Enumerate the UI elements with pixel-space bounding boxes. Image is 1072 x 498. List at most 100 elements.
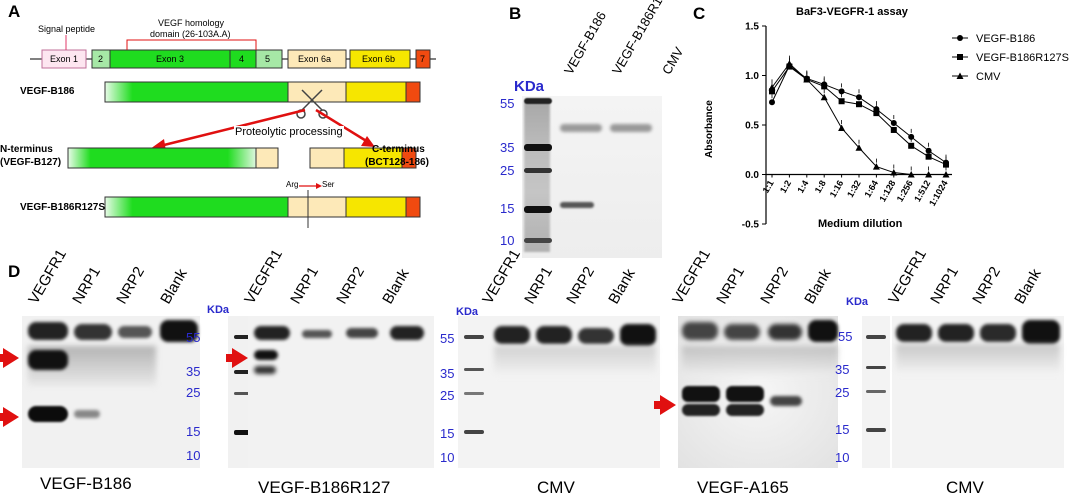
exon1-label: Exon 1 — [50, 54, 79, 64]
r127s-exon7-segment — [405, 196, 421, 218]
panel-d-letter: D — [8, 262, 21, 281]
data-point-2-2 — [803, 75, 811, 83]
lane-label-3-blank: Blank — [605, 265, 639, 307]
exon4-label: 4 — [239, 54, 245, 64]
d1-marker-35: 35 — [186, 364, 201, 379]
caption-d4: VEGF-A165 — [697, 478, 789, 497]
exon5-box — [255, 49, 283, 69]
data-point-1-8 — [908, 142, 915, 149]
b186-exon7-segment — [405, 81, 421, 103]
blot-d3 — [488, 316, 660, 468]
chart-title: BaF3-VEGFR-1 assay — [796, 6, 908, 18]
arg-label: Arg — [286, 180, 299, 189]
panel-d-kda-1: KDa — [207, 304, 230, 316]
data-point-2-5 — [855, 144, 863, 151]
lane-label-2-blank: Blank — [379, 265, 413, 307]
lane-label-5-nrp1: NRP1 — [927, 263, 963, 307]
x-tick-label: 1:256 — [895, 179, 915, 204]
lane-label-1-nrp1: NRP1 — [69, 263, 105, 307]
panel-b-marker-15: 15 — [500, 201, 515, 216]
x-tick-label: 1:64 — [862, 179, 880, 200]
d5-marker-25: 25 — [835, 385, 850, 400]
exon1-box — [41, 49, 87, 69]
exon6b-box — [349, 49, 411, 69]
lane-label-3-vegfr1: VEGFR1 — [479, 246, 525, 307]
legend-marker-1 — [957, 54, 963, 60]
arrow-d4 — [654, 395, 676, 415]
data-point-2-9 — [925, 171, 933, 178]
exon7-label: 7 — [420, 54, 426, 64]
panel-a-letter: A — [8, 2, 21, 21]
x-tick-label: 1:4 — [795, 179, 810, 195]
lane-label-5-nrp2: NRP2 — [969, 263, 1005, 307]
exon6a-label: Exon 6a — [298, 54, 332, 64]
d1-marker-25: 25 — [186, 385, 201, 400]
lane-label-3-nrp2: NRP2 — [563, 263, 599, 307]
lane-label-5-blank: Blank — [1011, 265, 1045, 307]
data-point-1-4 — [838, 98, 845, 105]
x-tick-label: 1:8 — [813, 179, 828, 195]
b186-band-upper — [560, 124, 602, 132]
nterm-label-2: (VEGF-B127) — [0, 157, 62, 168]
arrow-d1-lower — [0, 407, 19, 427]
x-tick-label: 1:128 — [877, 179, 897, 204]
x-tick-label: 1:2 — [778, 179, 793, 195]
lane-label-5-vegfr1: VEGFR1 — [885, 246, 931, 307]
d5-marker-10: 10 — [835, 450, 850, 465]
d3-marker-55: 55 — [440, 331, 455, 346]
d3-marker-10: 10 — [440, 450, 455, 465]
cterm-label-2: (BCT128-186) — [365, 157, 429, 168]
lane-label-4-nrp2: NRP2 — [757, 263, 793, 307]
scissors-icon — [296, 89, 328, 119]
row1-label: VEGF-B186 — [20, 86, 75, 97]
exon3-label: Exon 3 — [156, 54, 185, 64]
lane-label-2-nrp1: NRP1 — [287, 263, 323, 307]
series-line-2 — [771, 62, 946, 175]
panel-d-kda-5: KDa — [846, 296, 869, 308]
lane-label-1-vegfr1: VEGFR1 — [25, 246, 71, 307]
exon2-label: 2 — [98, 54, 104, 64]
panel-c-chart: 1.5 1.0 0.5 0.0 -0.5 1:1 1:2 1:4 1:8 1:16 1:32 1:64… — [742, 22, 1069, 231]
panel-b-marker-35: 35 — [500, 140, 515, 155]
x-tick-label: 1:1 — [761, 179, 776, 195]
d3-marker-35: 35 — [440, 366, 455, 381]
nterm-label-1: N-terminus — [0, 144, 53, 155]
ladder-d5 — [862, 316, 890, 468]
y-tick-label: 1.0 — [745, 71, 759, 82]
row3-label: VEGF-B186R127S — [20, 202, 106, 213]
lane-label-4-blank: Blank — [801, 265, 835, 307]
panel-b-letter: B — [509, 4, 522, 23]
data-point-1-10 — [943, 161, 949, 168]
exon7-box — [415, 49, 431, 69]
legend-label-0: VEGF-B186 — [976, 33, 1035, 45]
data-point-2-7 — [890, 169, 898, 176]
data-point-1-9 — [925, 153, 932, 160]
blot-d1 — [22, 316, 200, 468]
nterm-exon6a-segment — [255, 147, 279, 169]
data-point-2-8 — [907, 171, 915, 178]
d3-marker-15: 15 — [440, 426, 455, 441]
arrow-d1-upper — [0, 348, 19, 368]
d1-marker-15: 15 — [186, 424, 201, 439]
exon6b-label: Exon 6b — [362, 54, 396, 64]
ladder-d3 — [458, 316, 488, 468]
data-point-1-0 — [769, 88, 775, 95]
data-point-2-10 — [942, 171, 950, 178]
panel-b-kda-header: KDa — [514, 78, 545, 95]
legend-label-2: CMV — [976, 71, 1001, 83]
panel-a-diagram — [30, 35, 436, 228]
panel-c-letter: C — [693, 4, 706, 23]
b186-band-lower — [560, 202, 594, 208]
caption-d1: VEGF-B186 — [40, 474, 132, 493]
arrow-d2 — [226, 348, 248, 368]
data-point-0-4 — [838, 88, 845, 95]
panel-d-kda-3: KDa — [456, 306, 479, 318]
processing-label: Proteolytic processing — [234, 126, 344, 138]
data-point-0-0 — [769, 99, 775, 106]
data-point-2-6 — [872, 163, 880, 170]
d1-marker-55: 55 — [186, 330, 201, 345]
d5-marker-55: 55 — [838, 329, 853, 344]
cterm-exon7-segment — [401, 147, 417, 169]
data-point-1-6 — [873, 110, 880, 117]
data-point-2-4 — [838, 124, 846, 131]
